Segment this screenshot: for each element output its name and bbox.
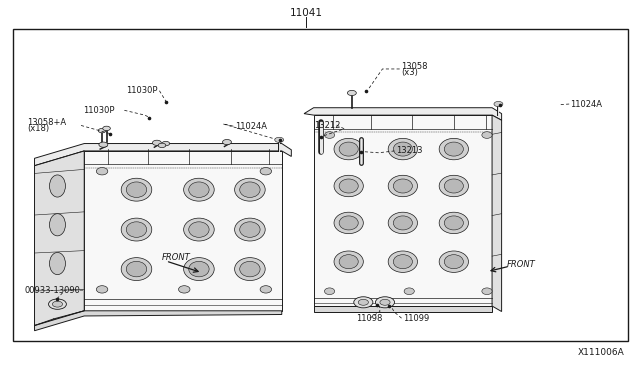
Text: 13058+A: 13058+A — [27, 118, 66, 127]
Ellipse shape — [189, 261, 209, 277]
Text: FRONT: FRONT — [507, 260, 536, 269]
Circle shape — [494, 102, 503, 107]
Text: X111006A: X111006A — [578, 349, 625, 357]
Bar — [13, 29, 628, 341]
Text: FRONT: FRONT — [162, 253, 191, 263]
Ellipse shape — [388, 175, 417, 197]
Polygon shape — [35, 151, 84, 326]
Ellipse shape — [394, 216, 412, 230]
Ellipse shape — [339, 216, 358, 230]
Circle shape — [102, 126, 110, 131]
Circle shape — [358, 299, 369, 305]
Circle shape — [158, 143, 166, 148]
Ellipse shape — [388, 212, 417, 234]
Circle shape — [380, 299, 390, 305]
Text: 13212: 13212 — [314, 121, 340, 129]
Ellipse shape — [444, 142, 463, 156]
Ellipse shape — [439, 138, 468, 160]
Ellipse shape — [240, 222, 260, 237]
Text: 00933-13090: 00933-13090 — [24, 286, 80, 295]
Circle shape — [348, 90, 356, 96]
Circle shape — [99, 128, 106, 133]
Polygon shape — [314, 306, 492, 311]
Ellipse shape — [184, 178, 214, 201]
Ellipse shape — [235, 178, 265, 201]
Polygon shape — [84, 151, 282, 311]
Ellipse shape — [444, 255, 463, 269]
Ellipse shape — [394, 179, 412, 193]
Text: 11024A: 11024A — [570, 100, 602, 109]
Ellipse shape — [388, 138, 417, 160]
Ellipse shape — [260, 286, 271, 293]
Ellipse shape — [394, 255, 412, 269]
Ellipse shape — [189, 222, 209, 237]
Ellipse shape — [49, 175, 65, 197]
Ellipse shape — [49, 214, 65, 236]
Circle shape — [354, 297, 373, 308]
Ellipse shape — [121, 178, 152, 201]
Ellipse shape — [121, 258, 152, 280]
Circle shape — [52, 301, 63, 307]
Circle shape — [376, 297, 394, 308]
Ellipse shape — [339, 179, 358, 193]
Text: 11024A: 11024A — [235, 122, 267, 131]
Text: 13058: 13058 — [401, 61, 428, 71]
Ellipse shape — [394, 142, 412, 156]
Ellipse shape — [334, 175, 364, 197]
Text: 13213: 13213 — [396, 147, 423, 155]
Ellipse shape — [404, 288, 414, 295]
Ellipse shape — [334, 251, 364, 272]
Ellipse shape — [339, 142, 358, 156]
Text: 11030P: 11030P — [83, 106, 115, 115]
Ellipse shape — [126, 261, 147, 277]
Polygon shape — [492, 115, 502, 311]
Polygon shape — [35, 311, 282, 331]
Ellipse shape — [444, 216, 463, 230]
Ellipse shape — [339, 255, 358, 269]
Ellipse shape — [126, 182, 147, 198]
Ellipse shape — [235, 218, 265, 241]
Ellipse shape — [439, 212, 468, 234]
Ellipse shape — [97, 286, 108, 293]
Ellipse shape — [334, 138, 364, 160]
Ellipse shape — [439, 175, 468, 197]
Circle shape — [275, 137, 284, 142]
Ellipse shape — [482, 132, 492, 138]
Ellipse shape — [334, 212, 364, 234]
Text: (x3): (x3) — [401, 68, 419, 77]
Ellipse shape — [439, 251, 468, 272]
Polygon shape — [35, 144, 291, 166]
Ellipse shape — [235, 258, 265, 280]
Polygon shape — [314, 115, 492, 306]
Ellipse shape — [324, 132, 335, 138]
Ellipse shape — [184, 218, 214, 241]
Ellipse shape — [444, 179, 463, 193]
Ellipse shape — [240, 182, 260, 198]
Ellipse shape — [240, 261, 260, 277]
Text: 11098: 11098 — [356, 314, 383, 323]
Text: (x18): (x18) — [27, 124, 49, 133]
Circle shape — [152, 140, 161, 145]
Text: 11030P: 11030P — [125, 86, 157, 95]
Ellipse shape — [121, 218, 152, 241]
Ellipse shape — [97, 167, 108, 175]
Ellipse shape — [482, 288, 492, 295]
Circle shape — [49, 299, 67, 310]
Ellipse shape — [324, 288, 335, 295]
Ellipse shape — [126, 222, 147, 237]
Ellipse shape — [49, 253, 65, 275]
Polygon shape — [304, 108, 502, 120]
Circle shape — [223, 140, 232, 145]
Text: 11041: 11041 — [289, 8, 323, 18]
Text: 11099: 11099 — [403, 314, 429, 323]
Ellipse shape — [260, 167, 271, 175]
Ellipse shape — [189, 182, 209, 198]
Circle shape — [99, 142, 108, 147]
Ellipse shape — [179, 286, 190, 293]
Ellipse shape — [388, 251, 417, 272]
Circle shape — [162, 141, 170, 146]
Ellipse shape — [184, 258, 214, 280]
